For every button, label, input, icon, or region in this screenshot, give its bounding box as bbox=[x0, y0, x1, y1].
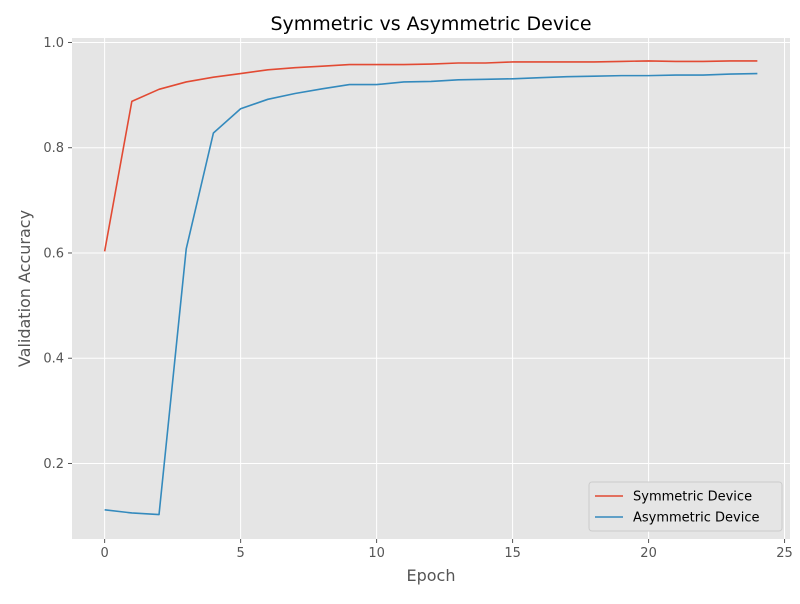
x-tick-label: 5 bbox=[236, 546, 244, 561]
x-tick-label: 25 bbox=[776, 546, 793, 561]
legend: Symmetric Device Asymmetric Device bbox=[588, 481, 783, 532]
symmetric-device-line bbox=[103, 60, 758, 252]
grid-lines bbox=[72, 38, 790, 539]
y-tick-label: 0.2 bbox=[43, 457, 64, 472]
chart-title: Symmetric vs Asymmetric Device bbox=[270, 13, 591, 35]
x-tick-label: 15 bbox=[504, 546, 521, 561]
y-axis-ticks: 0.2 0.4 0.6 0.8 1.0 bbox=[43, 36, 72, 472]
legend-label-asymmetric: Asymmetric Device bbox=[633, 511, 759, 526]
y-tick-label: 0.8 bbox=[43, 141, 64, 156]
x-tick-label: 10 bbox=[368, 546, 385, 561]
x-tick-label: 20 bbox=[640, 546, 657, 561]
x-tick-label: 0 bbox=[100, 546, 108, 561]
x-axis-ticks: 0 5 10 15 20 25 bbox=[100, 539, 793, 561]
y-tick-label: 0.4 bbox=[43, 352, 64, 367]
plot-background bbox=[72, 38, 790, 539]
x-axis-label: Epoch bbox=[407, 566, 456, 585]
y-tick-label: 1.0 bbox=[43, 36, 64, 51]
series-lines bbox=[103, 60, 758, 516]
legend-label-symmetric: Symmetric Device bbox=[633, 490, 752, 505]
y-axis-label: Validation Accuracy bbox=[15, 210, 34, 367]
y-tick-label: 0.6 bbox=[43, 246, 64, 261]
legend-box bbox=[588, 481, 783, 532]
asymmetric-device-line bbox=[104, 72, 758, 516]
